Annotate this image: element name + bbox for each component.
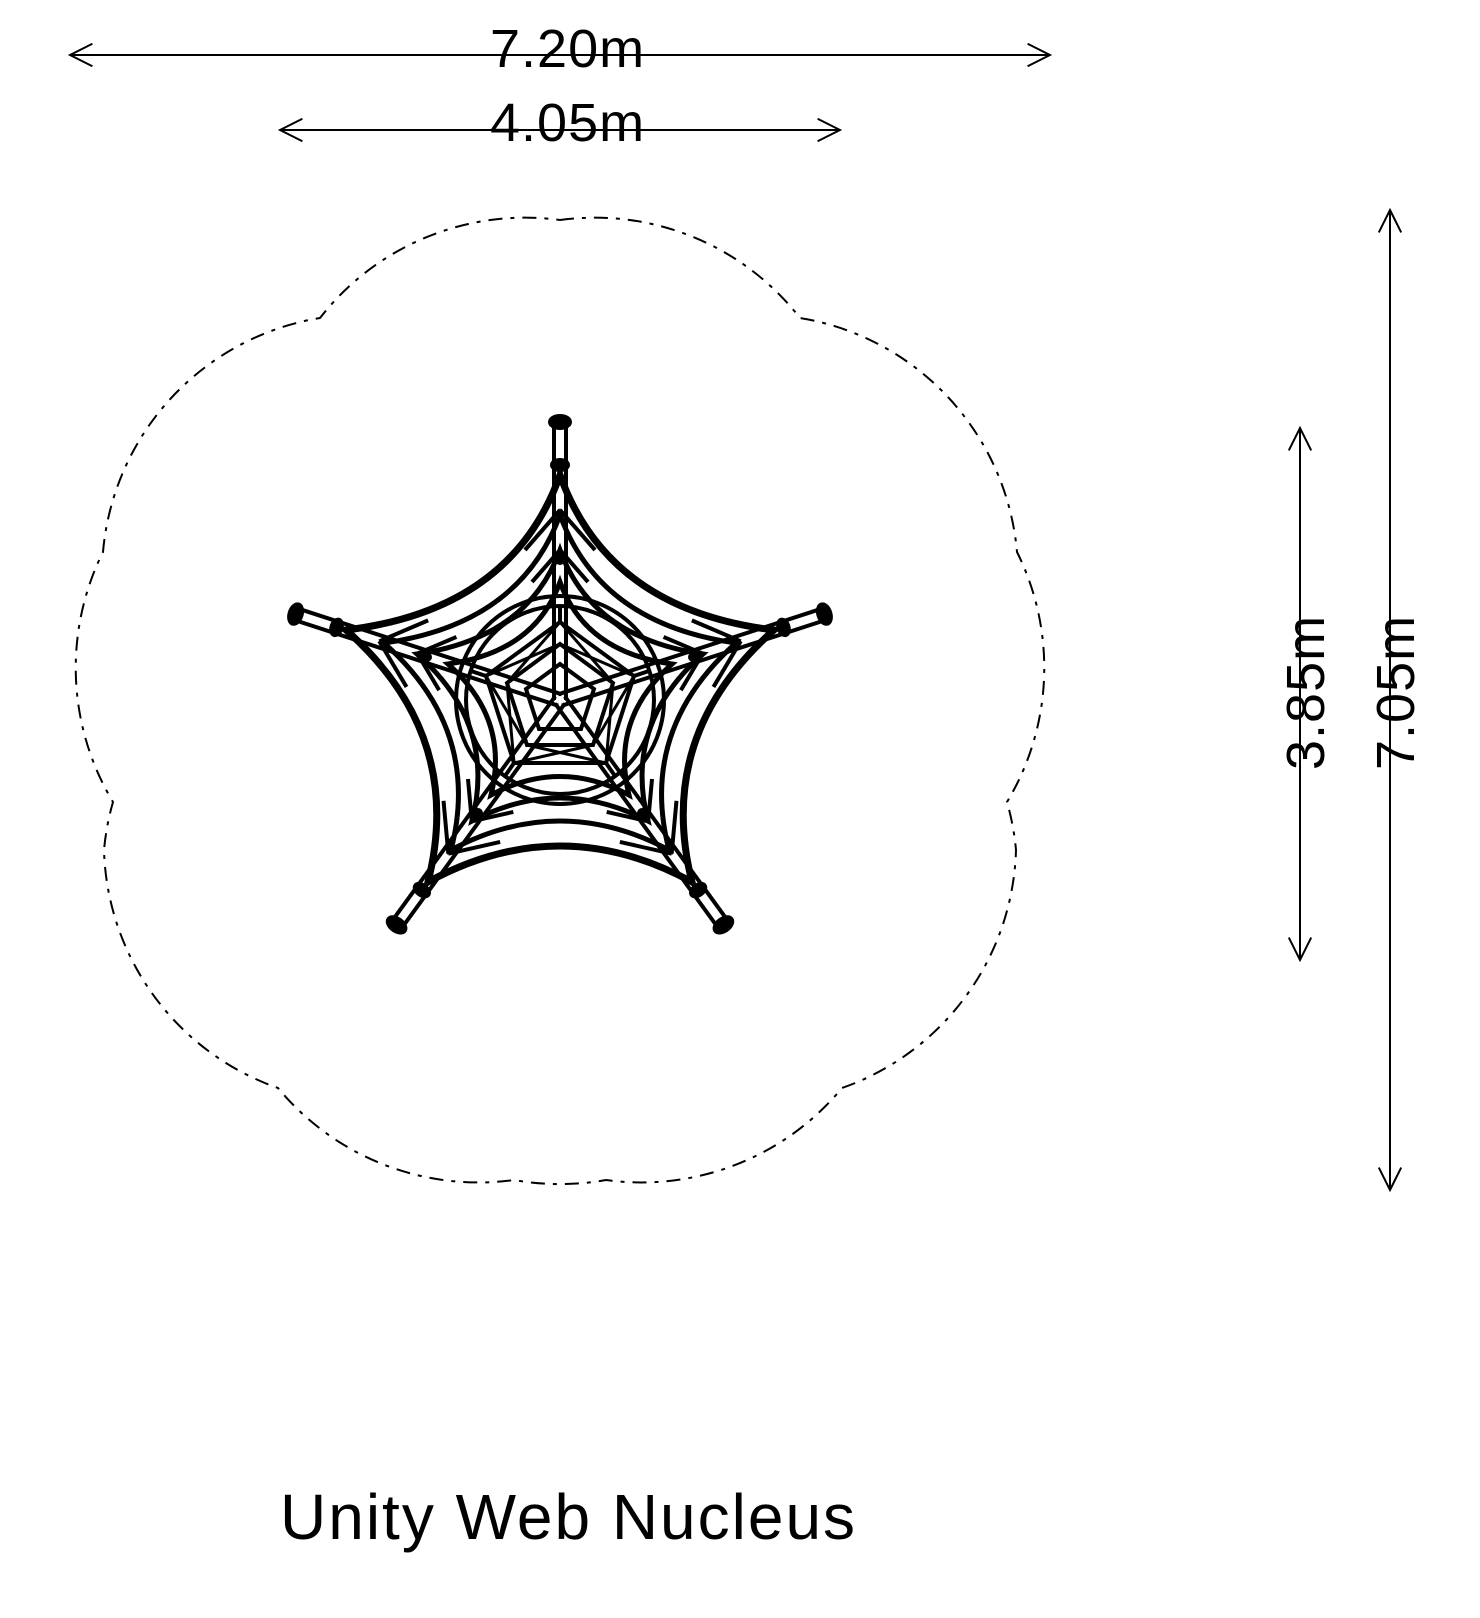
- star-arms: [287, 416, 833, 936]
- star-structure: [287, 416, 833, 936]
- safety-boundary: [76, 218, 1045, 1184]
- dim-outer-height-label: 7.05m: [1365, 615, 1427, 770]
- dim-outer-width-label: 7.20m: [490, 18, 645, 80]
- dim-inner-height-label: 3.85m: [1275, 615, 1337, 770]
- dim-inner-width-label: 4.05m: [490, 92, 645, 154]
- technical-drawing-page: Unity Web Nucleus 7.20m 4.05m 3.85m 7.05…: [0, 0, 1480, 1618]
- drawing-svg: [0, 0, 1480, 1618]
- drawing-title: Unity Web Nucleus: [280, 1480, 857, 1554]
- boundary-path: [76, 218, 1045, 1184]
